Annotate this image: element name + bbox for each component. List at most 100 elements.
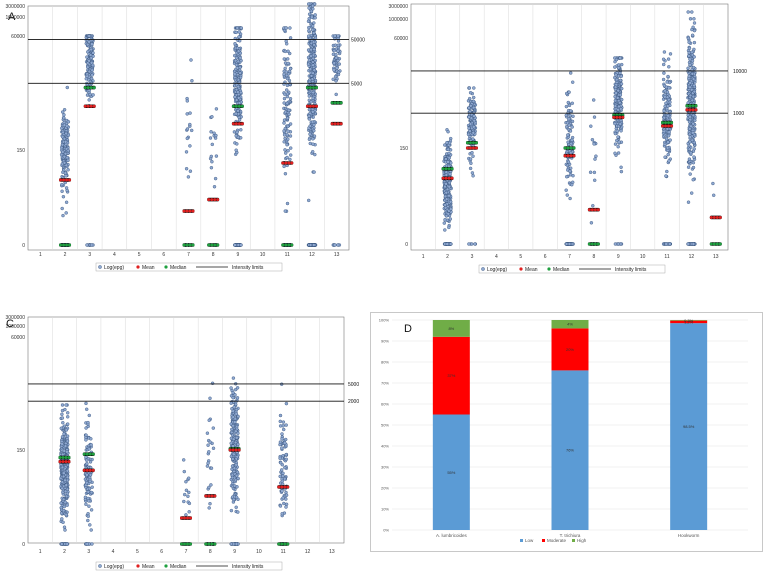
data-point bbox=[283, 126, 287, 131]
data-point bbox=[692, 140, 696, 145]
panel-b-intensity-limits: 10000 1000 bbox=[411, 69, 747, 117]
data-point bbox=[564, 188, 568, 192]
data-point bbox=[207, 485, 211, 490]
y-tick-label: 1000000 bbox=[6, 324, 26, 330]
data-point bbox=[285, 116, 290, 120]
data-point bbox=[87, 34, 91, 38]
mean-marker bbox=[339, 122, 343, 126]
d-legend-swatch bbox=[542, 539, 545, 542]
data-point bbox=[312, 2, 317, 6]
median-marker bbox=[180, 542, 183, 546]
x-tick-label: 6 bbox=[160, 549, 163, 555]
data-point bbox=[88, 53, 93, 57]
legend-mean-icon bbox=[519, 267, 523, 271]
data-point bbox=[214, 133, 218, 138]
data-point bbox=[282, 501, 286, 506]
data-point bbox=[337, 70, 341, 75]
median-marker bbox=[667, 121, 671, 125]
d-y-tick-label: 60% bbox=[381, 402, 389, 407]
data-point bbox=[85, 65, 90, 69]
legend-label: Median bbox=[170, 564, 187, 570]
data-point bbox=[472, 114, 476, 118]
data-point bbox=[64, 512, 69, 517]
data-point bbox=[236, 109, 240, 113]
data-point bbox=[619, 169, 624, 174]
data-point bbox=[664, 174, 668, 178]
data-point bbox=[285, 83, 290, 88]
data-point bbox=[664, 137, 669, 141]
data-point bbox=[65, 503, 69, 507]
data-point bbox=[233, 72, 237, 76]
data-point bbox=[88, 460, 93, 464]
data-point bbox=[619, 74, 624, 78]
data-point bbox=[312, 128, 316, 133]
legend-label: Log(epg) bbox=[104, 564, 124, 570]
data-point bbox=[312, 47, 316, 52]
data-point bbox=[87, 504, 91, 508]
data-point bbox=[285, 142, 289, 147]
panel-d-label: D bbox=[404, 323, 412, 335]
legend-point-icon bbox=[98, 564, 102, 568]
mean-marker bbox=[670, 124, 674, 128]
data-point bbox=[234, 495, 239, 499]
data-point bbox=[309, 9, 314, 14]
data-point bbox=[691, 94, 696, 99]
data-point bbox=[278, 456, 282, 461]
data-point bbox=[64, 200, 69, 205]
data-point bbox=[668, 138, 672, 142]
data-point bbox=[445, 242, 449, 246]
data-point bbox=[613, 131, 618, 136]
mean-marker bbox=[333, 122, 337, 126]
data-point bbox=[233, 95, 237, 99]
data-point bbox=[184, 479, 188, 484]
data-point bbox=[66, 158, 70, 163]
data-point bbox=[284, 401, 289, 406]
x-tick-label: 7 bbox=[568, 254, 571, 260]
data-point bbox=[692, 28, 697, 33]
mean-marker bbox=[314, 104, 318, 108]
data-point bbox=[308, 243, 313, 247]
data-point bbox=[285, 76, 290, 81]
data-point bbox=[307, 6, 311, 10]
data-point bbox=[468, 90, 473, 95]
data-point bbox=[208, 440, 212, 444]
d-y-tick-label: 0% bbox=[383, 528, 389, 533]
y-tick-label: 3000000 bbox=[6, 315, 26, 321]
data-point bbox=[231, 390, 235, 395]
data-point bbox=[229, 542, 234, 546]
data-point bbox=[279, 460, 283, 465]
mean-marker bbox=[92, 104, 96, 108]
data-point bbox=[190, 78, 194, 83]
data-point bbox=[60, 442, 64, 446]
data-point bbox=[282, 133, 287, 137]
data-point bbox=[65, 434, 70, 438]
data-point bbox=[591, 203, 595, 208]
data-point bbox=[85, 243, 89, 247]
data-point bbox=[62, 116, 66, 120]
data-point bbox=[692, 155, 696, 159]
data-point bbox=[65, 415, 70, 419]
data-point bbox=[311, 137, 315, 141]
data-point bbox=[280, 489, 284, 493]
mean-marker bbox=[186, 516, 189, 520]
data-point bbox=[613, 121, 617, 126]
d-y-tick-label: 20% bbox=[381, 486, 389, 491]
data-point bbox=[336, 34, 340, 38]
data-point bbox=[281, 420, 286, 424]
data-point bbox=[613, 65, 617, 69]
data-point bbox=[665, 95, 670, 100]
median-marker bbox=[572, 146, 576, 150]
data-point bbox=[613, 242, 618, 246]
x-tick-label: 12 bbox=[309, 252, 315, 258]
data-point bbox=[613, 151, 617, 156]
panel-c-mean-median bbox=[58, 446, 290, 546]
median-marker bbox=[204, 542, 208, 546]
data-point bbox=[309, 74, 314, 78]
data-point bbox=[284, 452, 288, 457]
bar-data-label: 76% bbox=[566, 448, 574, 453]
panel-c-legend: Log(epg) Mean Median Intensity limits bbox=[95, 561, 283, 571]
data-point bbox=[88, 523, 92, 527]
median-marker bbox=[91, 452, 95, 456]
data-point bbox=[613, 104, 618, 108]
